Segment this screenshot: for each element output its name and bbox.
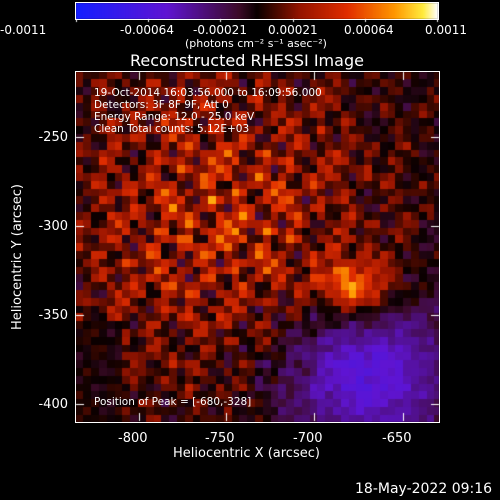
y-tick-label: -250 [38, 130, 68, 145]
x-tick-label: -650 [382, 431, 412, 446]
x-tick-label: -750 [205, 431, 235, 446]
info-line: Detectors: 3F 8F 9F, Att 0 [94, 99, 229, 111]
colorbar-tick-label: -0.0011 [0, 23, 47, 37]
x-tick-label: -700 [293, 431, 323, 446]
colorbar-tick-label: 0.0011 [425, 23, 467, 37]
info-line: 19-Oct-2014 16:03:56.000 to 16:09:56.000 [94, 87, 322, 99]
colorbar-tick-label: 0.00064 [344, 23, 394, 37]
x-tick-label: -800 [118, 431, 148, 446]
info-line: Clean Total counts: 5.12E+03 [94, 123, 250, 135]
plot-title: Reconstructed RHESSI Image [130, 51, 364, 70]
colorbar-units: (photons cm⁻² s⁻¹ asec⁻²) [185, 37, 327, 50]
colorbar [75, 2, 439, 20]
colorbar-tick-label: 0.00021 [268, 23, 318, 37]
colorbar-tick-label: -0.00064 [120, 23, 174, 37]
info-line: Energy Range: 12.0 - 25.0 keV [94, 111, 255, 123]
peak-position-label: Position of Peak = [-680,-328] [94, 396, 252, 408]
footer-timestamp: 18-May-2022 09:16 [355, 481, 493, 497]
x-axis-label: Heliocentric X (arcsec) [173, 446, 320, 461]
colorbar-tick-label: -0.00021 [193, 23, 247, 37]
y-tick-label: -400 [38, 397, 68, 412]
y-tick-label: -300 [38, 219, 68, 234]
y-tick-label: -350 [38, 308, 68, 323]
y-axis-label: Heliocentric Y (arcsec) [10, 184, 25, 330]
